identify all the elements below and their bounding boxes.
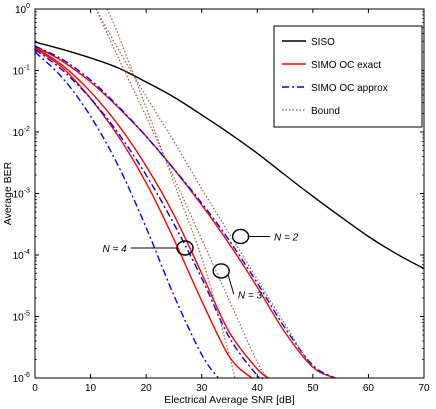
legend-label-simo-oc-approx: SIMO OC approx <box>311 83 388 94</box>
legend-box <box>273 25 423 128</box>
annotation-label: N = 3 <box>238 290 263 301</box>
y-tick-label: 10-3 <box>13 188 30 201</box>
legend-label-simo-oc-exact: SIMO OC exact <box>311 60 381 71</box>
annotation-label: N = 2 <box>274 232 299 243</box>
series-simo-oc-approx-line-6 <box>34 51 219 379</box>
y-tick-label: 100 <box>15 3 30 16</box>
legend-label-siso: SISO <box>311 37 335 48</box>
annotation-leader <box>227 274 235 295</box>
annotations: N = 2 N = 3 N = 4 <box>103 228 299 301</box>
y-tick-label: 10-1 <box>13 65 30 78</box>
y-tick-label: 10-6 <box>13 372 30 385</box>
x-tick-label: 60 <box>363 383 375 394</box>
annotation-ellipse <box>212 263 230 279</box>
axis-ticks <box>34 8 425 379</box>
x-tick-label: 70 <box>418 383 430 394</box>
series-simo-oc-approx-line-4 <box>34 45 336 379</box>
x-tick-label: 40 <box>252 383 264 394</box>
y-tick-labels: 10-6 10-5 10-4 10-3 10-2 10-1 100 <box>13 3 31 385</box>
legend: SISO SIMO OC exact SIMO OC approx Bound <box>273 25 423 128</box>
series-bound-line-9 <box>106 8 236 379</box>
x-tick-label: 0 <box>32 383 38 394</box>
series-simo-oc-exact-line-1 <box>34 45 336 379</box>
y-tick-label: 10-2 <box>13 126 30 139</box>
series-bound-line-7 <box>95 8 336 379</box>
series-bound-line-8 <box>95 8 269 379</box>
series-simo-oc-exact-line-3 <box>34 47 253 379</box>
annotation-label: N = 4 <box>103 244 128 255</box>
y-axis-label: Average BER <box>2 161 14 225</box>
annotation-ellipse <box>231 228 250 245</box>
y-tick-label: 10-4 <box>13 249 30 262</box>
series-simo-oc-approx-line-5 <box>34 48 264 380</box>
x-tick-label: 20 <box>141 383 153 394</box>
chart-series-group <box>34 8 425 380</box>
x-tick-labels: 0 10 20 30 40 50 60 70 <box>32 383 430 394</box>
x-tick-label: 10 <box>85 383 97 394</box>
y-tick-label: 10-5 <box>13 311 30 324</box>
x-tick-label: 30 <box>196 383 208 394</box>
legend-label-bound: Bound <box>311 106 340 117</box>
x-tick-label: 50 <box>307 383 319 394</box>
series-simo-oc-exact-line-2 <box>34 46 269 379</box>
series-siso-line-0 <box>34 41 425 270</box>
x-axis-label: Electrical Average SNR [dB] <box>164 394 295 406</box>
